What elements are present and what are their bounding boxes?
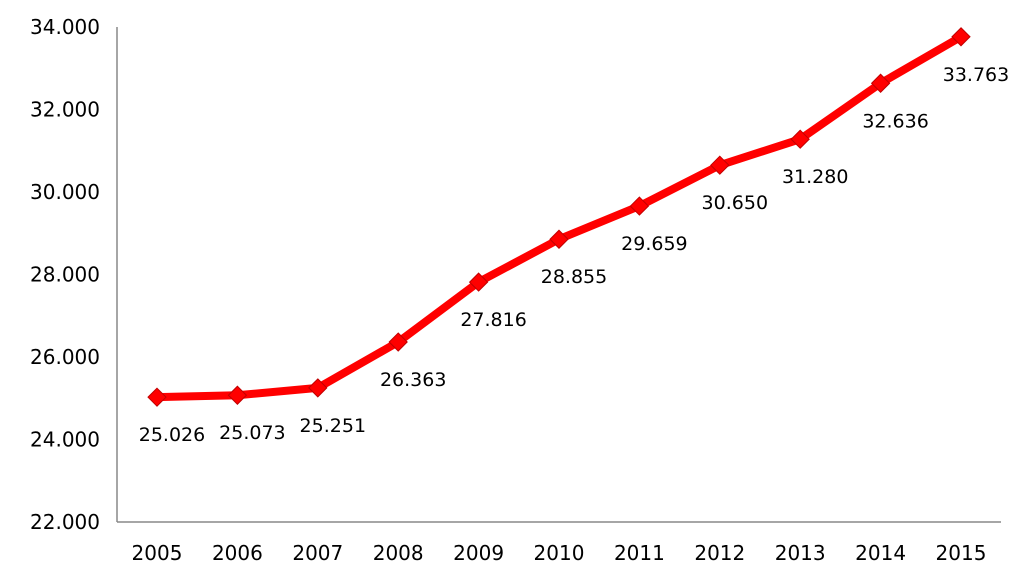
data-point-marker xyxy=(388,332,408,352)
x-tick-label: 2007 xyxy=(292,541,343,565)
data-label: 33.763 xyxy=(943,64,1009,86)
x-tick-label: 2012 xyxy=(694,541,745,565)
x-tick-label: 2010 xyxy=(534,541,585,565)
x-tick-label: 2015 xyxy=(936,541,987,565)
data-point-marker xyxy=(308,378,328,398)
series-line xyxy=(156,33,964,402)
x-tick-label: 2013 xyxy=(775,541,826,565)
data-label: 26.363 xyxy=(380,369,446,391)
data-point-marker xyxy=(629,196,650,216)
y-tick-label: 22.000 xyxy=(30,510,100,534)
x-tick-label: 2006 xyxy=(212,541,263,565)
data-label: 30.650 xyxy=(702,192,768,214)
y-tick-label: 26.000 xyxy=(30,345,100,369)
y-tick-label: 28.000 xyxy=(30,263,100,287)
data-label: 29.659 xyxy=(621,233,687,255)
data-label: 28.855 xyxy=(541,266,607,288)
y-tick-label: 30.000 xyxy=(30,180,100,204)
data-label: 32.636 xyxy=(862,110,928,132)
data-point-marker xyxy=(549,229,569,249)
x-tick-label: 2014 xyxy=(855,541,906,565)
x-tick-label: 2009 xyxy=(453,541,504,565)
y-tick-label: 34.000 xyxy=(30,15,100,39)
data-point-marker xyxy=(870,73,891,93)
data-label: 31.280 xyxy=(782,166,848,188)
data-point-marker xyxy=(951,27,971,47)
x-tick-label: 2011 xyxy=(614,541,665,565)
data-label: 25.026 xyxy=(139,424,205,446)
data-point-marker xyxy=(147,387,167,407)
y-tick-label: 32.000 xyxy=(30,98,100,122)
data-label: 25.073 xyxy=(219,422,285,444)
x-tick-label: 2008 xyxy=(373,541,424,565)
data-label: 25.251 xyxy=(300,415,366,437)
data-point-marker xyxy=(790,129,810,149)
data-point-marker xyxy=(468,272,489,292)
data-point-marker xyxy=(710,155,730,175)
data-point-marker xyxy=(227,385,248,405)
data-label: 27.816 xyxy=(460,309,526,331)
x-tick-label: 2005 xyxy=(132,541,183,565)
y-tick-label: 24.000 xyxy=(30,428,100,452)
